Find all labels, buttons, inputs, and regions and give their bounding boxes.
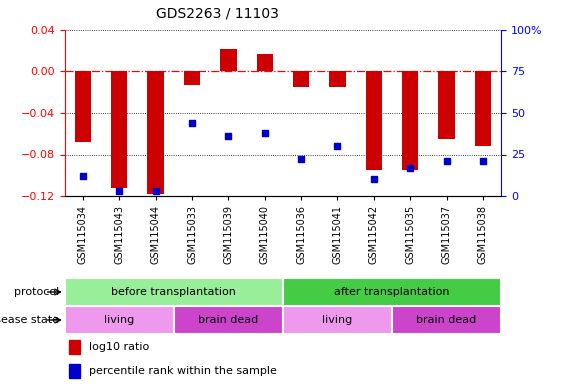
Point bbox=[115, 188, 124, 194]
Bar bbox=[475, 71, 491, 146]
Text: disease state: disease state bbox=[0, 315, 59, 325]
Bar bbox=[174, 306, 283, 334]
Point bbox=[297, 156, 306, 162]
Text: protocol: protocol bbox=[14, 287, 59, 297]
Text: living: living bbox=[104, 315, 135, 325]
Text: brain dead: brain dead bbox=[417, 315, 477, 325]
Bar bbox=[148, 71, 164, 194]
Bar bbox=[365, 71, 382, 170]
Bar bbox=[75, 71, 91, 142]
Point bbox=[333, 143, 342, 149]
Point bbox=[78, 173, 87, 179]
Bar bbox=[283, 278, 501, 306]
Text: percentile rank within the sample: percentile rank within the sample bbox=[89, 366, 276, 376]
Bar bbox=[65, 306, 174, 334]
Text: log10 ratio: log10 ratio bbox=[89, 342, 149, 352]
Bar bbox=[69, 364, 80, 378]
Point bbox=[369, 176, 378, 182]
Bar bbox=[220, 49, 236, 71]
Bar bbox=[65, 278, 283, 306]
Bar bbox=[257, 54, 273, 71]
Point bbox=[151, 188, 160, 194]
Bar bbox=[283, 306, 392, 334]
Bar bbox=[293, 71, 309, 87]
Point bbox=[479, 158, 488, 164]
Text: brain dead: brain dead bbox=[198, 315, 258, 325]
Text: before transplantation: before transplantation bbox=[111, 287, 236, 297]
Bar bbox=[69, 340, 80, 354]
Point bbox=[406, 165, 415, 171]
Point bbox=[442, 158, 451, 164]
Bar bbox=[392, 306, 501, 334]
Bar bbox=[402, 71, 418, 170]
Point bbox=[260, 130, 269, 136]
Bar bbox=[111, 71, 127, 188]
Text: GDS2263 / 11103: GDS2263 / 11103 bbox=[156, 7, 279, 20]
Text: after transplantation: after transplantation bbox=[334, 287, 450, 297]
Bar bbox=[439, 71, 455, 139]
Bar bbox=[184, 71, 200, 85]
Point bbox=[224, 133, 233, 139]
Bar bbox=[329, 71, 346, 87]
Point bbox=[187, 120, 196, 126]
Text: living: living bbox=[323, 315, 352, 325]
